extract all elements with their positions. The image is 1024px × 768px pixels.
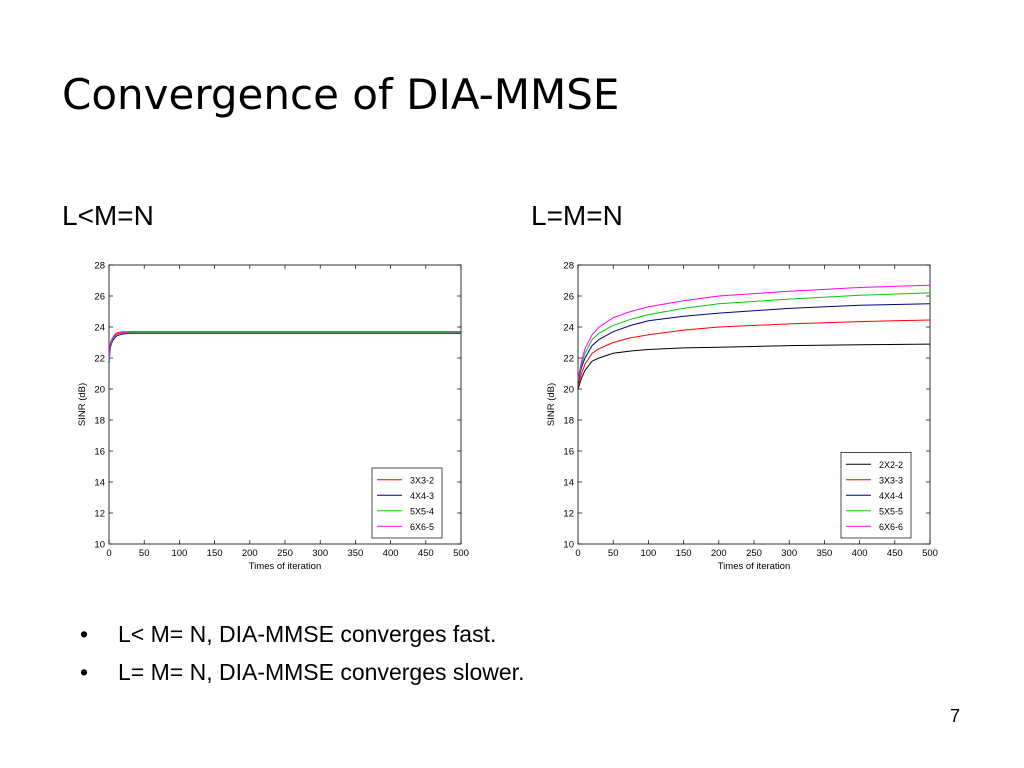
x-tick-label: 500 [922,548,938,559]
y-tick-label: 22 [94,354,105,365]
x-axis-label: Times of iteration [249,561,322,572]
y-tick-label: 10 [94,540,105,551]
x-tick-label: 350 [347,548,363,559]
y-tick-label: 24 [563,323,574,334]
x-tick-label: 50 [139,548,150,559]
x-tick-label: 50 [608,548,619,559]
bullet-text: L< M= N, DIA-MMSE converges fast. [118,621,497,647]
x-tick-label: 0 [575,548,580,559]
legend-label: 4X4-3 [410,491,434,501]
x-tick-label: 400 [383,548,399,559]
chart-right: 0 50 100 150 200 250 300 350 400 450 500 10 12 14 16 18… [546,261,938,573]
bullet-item: • L< M= N, DIA-MMSE converges fast. [80,615,524,653]
slide-title: Convergence of DIA-MMSE [62,70,620,119]
y-tick-label: 28 [94,261,105,272]
legend-label: 6X6-6 [879,522,903,532]
series-line-4X4-4 [577,303,931,383]
y-tick-label: 20 [563,385,574,396]
x-tick-label: 250 [746,548,762,559]
series-line-5X5-4 [108,331,461,362]
y-tick-label: 26 [563,292,574,303]
x-tick-label: 0 [106,548,111,559]
bullet-list: • L< M= N, DIA-MMSE converges fast. • L= M… [80,615,524,691]
y-axis-label: SINR (dB) [546,383,557,426]
subhead-left: L<M=N [62,200,154,231]
y-tick-label: 18 [563,416,574,427]
y-tick-label: 16 [94,447,105,458]
legend-label: 3X3-3 [879,475,903,485]
x-tick-label: 200 [242,548,258,559]
series-line-3X3-3 [577,319,931,387]
y-tick-label: 10 [563,540,574,551]
page-number: 7 [950,706,961,726]
y-tick-label: 18 [94,416,105,427]
series-line-5X5-5 [577,292,931,382]
legend-label: 6X6-5 [410,522,434,532]
y-tick-label: 12 [563,509,574,520]
x-tick-label: 150 [676,548,692,559]
series-line-6X6-6 [577,284,931,380]
x-tick-label: 450 [887,548,903,559]
y-tick-label: 14 [94,478,105,489]
legend-label: 4X4-4 [879,491,903,501]
x-axis-label: Times of iteration [718,561,791,572]
bullet-dot: • [80,659,89,685]
x-tick-label: 400 [852,548,868,559]
x-tick-label: 250 [277,548,293,559]
x-tick-label: 100 [171,548,187,559]
legend-label: 5X5-4 [410,506,434,516]
x-tick-label: 450 [418,548,434,559]
series-line-6X6-5 [108,331,461,359]
legend-label: 3X3-2 [410,475,434,485]
y-tick-label: 26 [94,292,105,303]
x-tick-label: 300 [781,548,797,559]
x-tick-label: 200 [711,548,727,559]
x-tick-label: 150 [207,548,223,559]
x-tick-label: 100 [640,548,656,559]
y-tick-label: 28 [563,261,574,272]
bullet-text: L= M= N, DIA-MMSE converges slower. [118,659,525,685]
y-tick-label: 20 [94,385,105,396]
y-tick-label: 24 [94,323,105,334]
y-axis-label: SINR (dB) [77,383,88,426]
y-tick-label: 14 [563,478,574,489]
legend-label: 2X2-2 [879,460,903,470]
bullet-dot: • [80,621,89,647]
legend-label: 5X5-5 [879,506,903,516]
subhead-right: L=M=N [531,200,623,231]
bullet-item: • L= M= N, DIA-MMSE converges slower. [80,653,524,691]
x-tick-label: 300 [312,548,328,559]
y-tick-label: 16 [563,447,574,458]
x-tick-label: 500 [453,548,469,559]
chart-left: 0 50 100 150 200 250 300 350 400 450 500 10 12 14 16 18… [77,261,469,573]
series-line-2X2-2 [577,343,931,390]
x-tick-label: 350 [816,548,832,559]
y-tick-label: 22 [563,354,574,365]
y-tick-label: 12 [94,509,105,520]
